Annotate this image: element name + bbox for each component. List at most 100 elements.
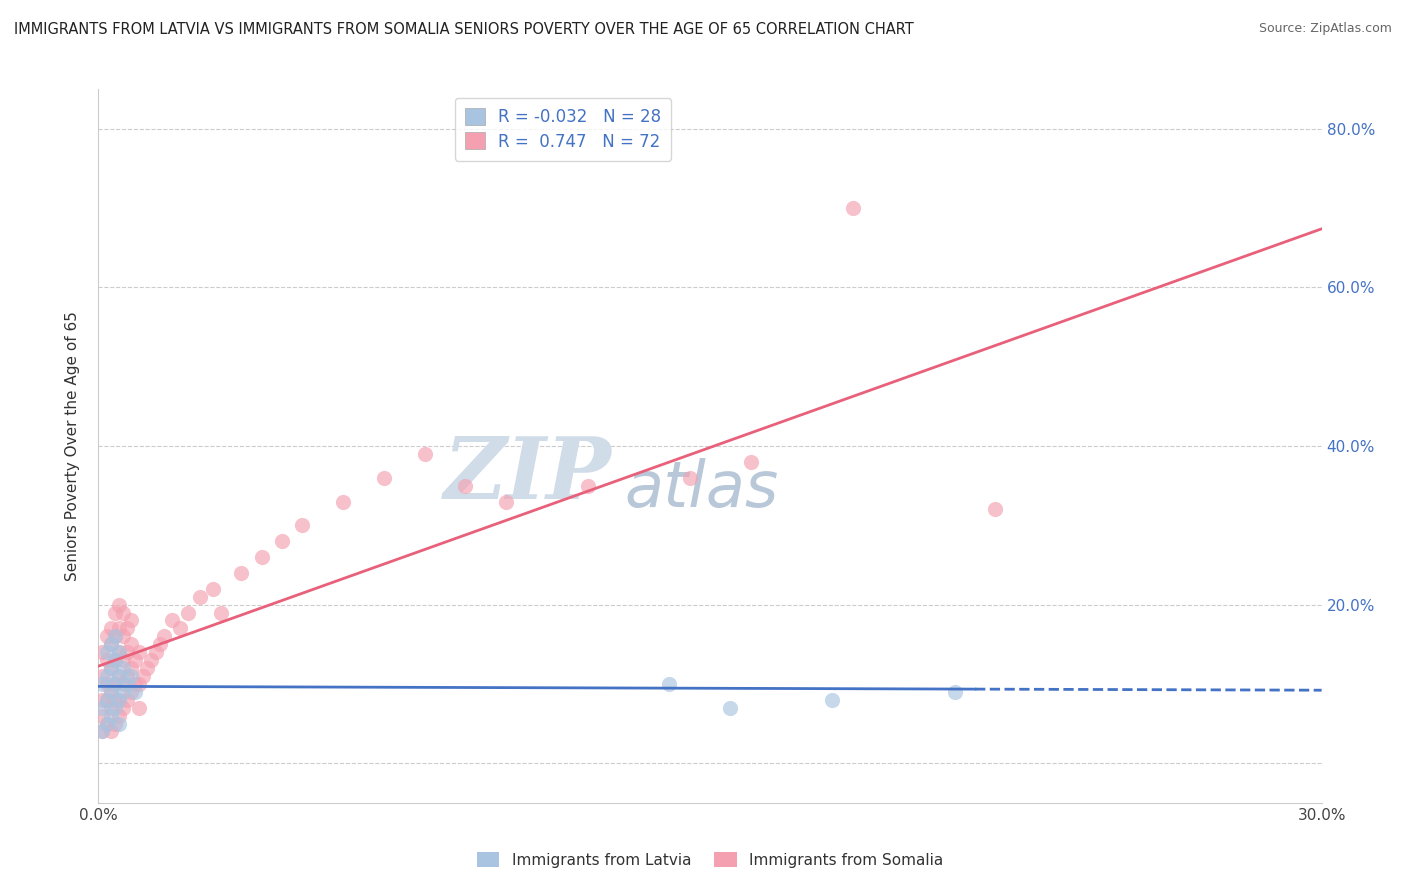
Point <box>104 677 127 691</box>
Point <box>96 653 118 667</box>
Point <box>169 621 191 635</box>
Text: atlas: atlas <box>624 458 779 520</box>
Point <box>96 677 118 691</box>
Point <box>454 478 477 492</box>
Point <box>108 692 131 706</box>
Point <box>104 677 127 691</box>
Point <box>108 669 131 683</box>
Point <box>100 708 122 723</box>
Point <box>821 692 844 706</box>
Point <box>720 700 742 714</box>
Point <box>132 669 155 683</box>
Point <box>141 653 163 667</box>
Point <box>100 661 122 675</box>
Point <box>679 471 702 485</box>
Point <box>96 629 118 643</box>
Point <box>128 700 150 714</box>
Point <box>100 621 122 635</box>
Legend: Immigrants from Latvia, Immigrants from Somalia: Immigrants from Latvia, Immigrants from … <box>471 846 949 873</box>
Point <box>108 669 131 683</box>
Point <box>91 724 114 739</box>
Point <box>115 621 138 635</box>
Point <box>91 677 114 691</box>
Point <box>740 455 762 469</box>
Point <box>96 716 118 731</box>
Point <box>841 201 863 215</box>
Point <box>108 692 131 706</box>
Point <box>270 534 294 549</box>
Point <box>495 494 517 508</box>
Point <box>104 716 127 731</box>
Point <box>120 614 142 628</box>
Point <box>124 677 146 691</box>
Point <box>120 669 142 683</box>
Point <box>373 471 395 485</box>
Point <box>658 677 681 691</box>
Point <box>96 692 118 706</box>
Point <box>104 653 127 667</box>
Point <box>91 708 114 723</box>
Point <box>108 598 131 612</box>
Point <box>413 447 436 461</box>
Point <box>136 661 159 675</box>
Point <box>91 692 114 706</box>
Point <box>124 685 146 699</box>
Point <box>108 621 131 635</box>
Text: Source: ZipAtlas.com: Source: ZipAtlas.com <box>1258 22 1392 36</box>
Point <box>91 645 114 659</box>
Point <box>576 478 599 492</box>
Point <box>111 677 134 691</box>
Point <box>291 518 314 533</box>
Point <box>104 700 127 714</box>
Text: ZIP: ZIP <box>444 433 612 516</box>
Point <box>115 677 138 691</box>
Point <box>104 653 127 667</box>
Point <box>128 677 150 691</box>
Point <box>91 669 114 683</box>
Point <box>100 685 122 699</box>
Point <box>111 653 134 667</box>
Point <box>96 692 118 706</box>
Point <box>100 637 122 651</box>
Point <box>124 653 146 667</box>
Point <box>91 700 114 714</box>
Point <box>250 549 273 564</box>
Point <box>149 637 172 651</box>
Point <box>100 637 122 651</box>
Point <box>128 645 150 659</box>
Point <box>111 661 134 675</box>
Point <box>111 685 134 699</box>
Point <box>108 716 131 731</box>
Point <box>145 645 167 659</box>
Point <box>108 645 131 659</box>
Point <box>201 582 224 596</box>
Point <box>231 566 253 580</box>
Point <box>152 629 174 643</box>
Point <box>91 724 114 739</box>
Point <box>111 629 134 643</box>
Point <box>100 724 122 739</box>
Point <box>96 716 118 731</box>
Point <box>209 606 232 620</box>
Point <box>160 614 183 628</box>
Point <box>120 637 142 651</box>
Point <box>332 494 354 508</box>
Point <box>96 669 118 683</box>
Point <box>108 645 131 659</box>
Point <box>96 645 118 659</box>
Point <box>104 692 127 706</box>
Point <box>104 629 127 643</box>
Point <box>115 669 138 683</box>
Point <box>120 685 142 699</box>
Point <box>177 606 200 620</box>
Y-axis label: Seniors Poverty Over the Age of 65: Seniors Poverty Over the Age of 65 <box>65 311 80 581</box>
Point <box>100 700 122 714</box>
Point <box>984 502 1007 516</box>
Point <box>100 685 122 699</box>
Point <box>104 629 127 643</box>
Point <box>100 661 122 675</box>
Point <box>943 685 966 699</box>
Point <box>111 700 134 714</box>
Point <box>111 606 134 620</box>
Point <box>108 708 131 723</box>
